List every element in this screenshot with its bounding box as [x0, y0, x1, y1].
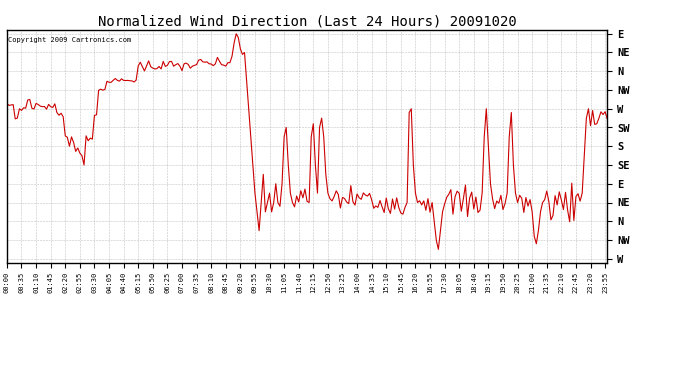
- Text: Copyright 2009 Cartronics.com: Copyright 2009 Cartronics.com: [8, 37, 131, 43]
- Title: Normalized Wind Direction (Last 24 Hours) 20091020: Normalized Wind Direction (Last 24 Hours…: [98, 15, 516, 29]
